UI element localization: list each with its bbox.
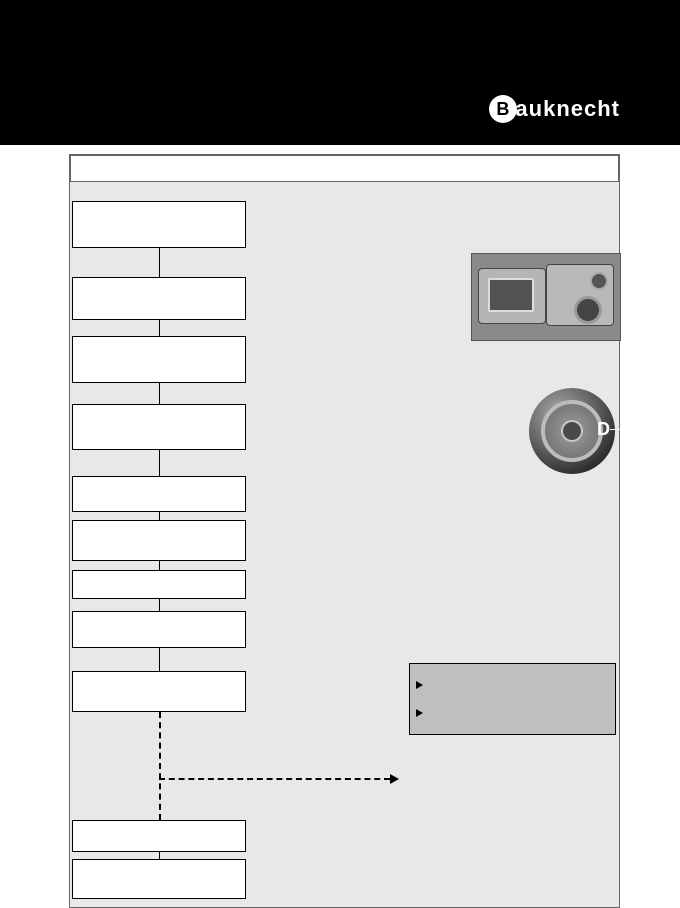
flow-box-b2: [72, 277, 246, 320]
header: Bauknecht: [0, 0, 680, 145]
flow-box-b5: [72, 476, 246, 512]
knob-label: D: [597, 419, 610, 440]
flow-box-b4: [72, 404, 246, 450]
action-arrow-1: [416, 709, 423, 717]
connector-b8-b9: [159, 648, 160, 671]
connector-b10-b11: [159, 852, 160, 859]
dispenser-large-hole: [574, 296, 602, 324]
title-bar: [70, 155, 619, 182]
action-box: [409, 663, 616, 735]
flow-box-b9: [72, 671, 246, 712]
flow-box-b6: [72, 520, 246, 561]
flow-box-b7: [72, 570, 246, 599]
dispenser-small-hole: [590, 272, 608, 290]
flow-box-b1: [72, 201, 246, 248]
connector-b6-b7: [159, 561, 160, 570]
brand-glyph: B: [489, 95, 517, 123]
connector-b3-b4: [159, 383, 160, 404]
flow-box-b10: [72, 820, 246, 852]
flow-box-b3: [72, 336, 246, 383]
connector-b5-b6: [159, 512, 160, 520]
brand-text: auknecht: [515, 96, 620, 122]
connector-b2-b3: [159, 320, 160, 336]
dashed-branch-line: [159, 778, 390, 780]
knob-image: D: [529, 388, 615, 474]
flow-box-b11: [72, 859, 246, 899]
connector-b4-b5: [159, 450, 160, 476]
knob-hole: [561, 420, 583, 442]
dashed-arrowhead: [390, 774, 399, 784]
flow-box-b8: [72, 611, 246, 648]
connector-b1-b2: [159, 248, 160, 277]
dashed-down: [159, 712, 161, 820]
brand-logo: Bauknecht: [489, 95, 620, 123]
dispenser-cavity: [488, 278, 534, 312]
page-area: D: [69, 154, 620, 908]
dispenser-image: [471, 253, 621, 341]
connector-b7-b8: [159, 599, 160, 611]
action-arrow-0: [416, 681, 423, 689]
